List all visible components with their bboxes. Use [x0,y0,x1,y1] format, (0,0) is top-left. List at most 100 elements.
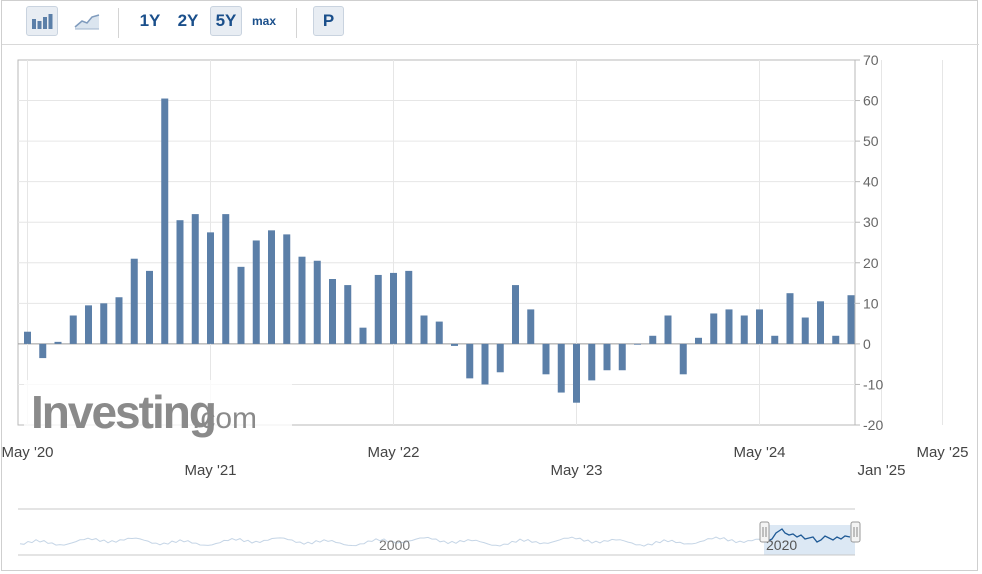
bar[interactable] [481,343,489,385]
bar[interactable] [146,270,153,344]
bar-chart-button[interactable] [26,6,58,36]
navigator-history-line [19,536,760,547]
y-tick-label: 50 [863,133,879,149]
navigator-selection[interactable] [764,525,855,555]
bar[interactable] [222,214,230,344]
bar[interactable] [786,293,794,344]
bar[interactable] [283,234,291,344]
bar[interactable] [740,315,748,344]
bar[interactable] [832,335,840,344]
bar[interactable] [634,343,641,345]
navigator[interactable]: 2000 2020 [18,508,861,556]
watermark-suffix: .com [192,402,257,435]
y-tick-label: -20 [863,417,883,433]
bar-chart-icon [32,14,53,29]
bar[interactable] [313,260,321,344]
y-tick-label: 10 [863,295,879,311]
watermark-brand: Investing [31,386,215,438]
y-tick-label: -10 [863,376,883,392]
bar[interactable] [130,258,138,344]
x-tick-label: May '21 [184,462,236,479]
bar[interactable] [161,98,169,344]
navigator-left-handle[interactable] [759,521,770,543]
bar[interactable] [100,303,108,344]
navigator-label-2000: 2000 [379,537,410,553]
bar[interactable] [588,343,596,381]
range-5y-button[interactable]: 5Y [210,6,242,36]
y-tick-label: 70 [863,52,879,68]
bar[interactable] [54,341,62,344]
bar[interactable] [115,297,123,344]
navigator-right-handle[interactable] [850,521,861,543]
bar[interactable] [557,343,565,393]
bar[interactable] [24,331,31,344]
bar[interactable] [664,315,672,344]
area-chart-icon [74,14,100,30]
toolbar-divider [296,8,297,38]
range-max-button[interactable]: max [251,14,277,28]
y-tick-label: 30 [863,214,879,230]
bar[interactable] [527,309,535,344]
bar[interactable] [252,240,260,344]
y-tick-label: 20 [863,255,879,271]
x-tick-label: May '23 [550,462,602,479]
bar[interactable] [69,315,77,344]
bar[interactable] [359,327,367,344]
bar[interactable] [466,343,474,379]
x-tick-label: May '24 [733,444,785,461]
bar[interactable] [435,321,443,344]
bar[interactable] [344,285,352,344]
x-axis-labels: May '20 May '21 May '22 May '23 May '24 Jan '… [2,444,969,479]
bar-chart: 70 60 50 40 30 20 10 0 -10 -20 Investing .com May… [2,52,969,556]
bar[interactable] [85,305,92,344]
y-tick-label: 0 [863,336,871,352]
bar[interactable] [847,295,855,344]
y-tick-label: 60 [863,93,879,109]
bar-series [24,98,855,403]
navigator-selected-line [767,528,851,543]
bar[interactable] [329,279,336,344]
bar[interactable] [39,343,47,359]
toolbar-divider [118,8,119,38]
bar[interactable] [405,270,413,344]
x-tick-label: May '25 [916,444,968,461]
bar[interactable] [710,313,718,344]
x-tick-label: Jan '25 [858,462,906,479]
bar[interactable] [649,335,657,344]
range-1y-button[interactable]: 1Y [139,11,161,30]
bar[interactable] [390,272,397,344]
area-chart-button[interactable] [70,6,104,36]
x-tick-label: May '22 [367,444,419,461]
bar[interactable] [603,343,611,371]
bar[interactable] [679,343,687,375]
bar[interactable] [268,230,275,344]
bar[interactable] [618,343,626,371]
navigator-label-2020: 2020 [766,537,797,553]
bar[interactable] [725,309,733,344]
bar[interactable] [207,232,214,344]
investing-watermark: Investing .com [24,380,292,438]
bar[interactable] [420,315,428,344]
bar[interactable] [298,256,306,344]
bar[interactable] [496,343,504,373]
y-axis-labels: 70 60 50 40 30 20 10 0 -10 -20 [863,52,883,433]
bar[interactable] [176,220,184,344]
bar[interactable] [771,335,779,344]
p-button[interactable]: P [313,6,344,36]
bar[interactable] [374,274,382,344]
bar[interactable] [542,343,550,375]
bar[interactable] [817,301,824,344]
bar[interactable] [237,266,245,344]
range-2y-button[interactable]: 2Y [177,11,199,30]
bar[interactable] [695,337,702,344]
bar[interactable] [191,214,199,344]
bar[interactable] [512,285,519,344]
y-tick-label: 40 [863,174,879,190]
bar[interactable] [801,317,809,344]
plot-area [17,59,856,426]
bar[interactable] [573,343,580,403]
chart-toolbar: 1Y 2Y 5Y max P [2,1,979,45]
bar[interactable] [451,343,458,346]
bar[interactable] [756,309,763,344]
